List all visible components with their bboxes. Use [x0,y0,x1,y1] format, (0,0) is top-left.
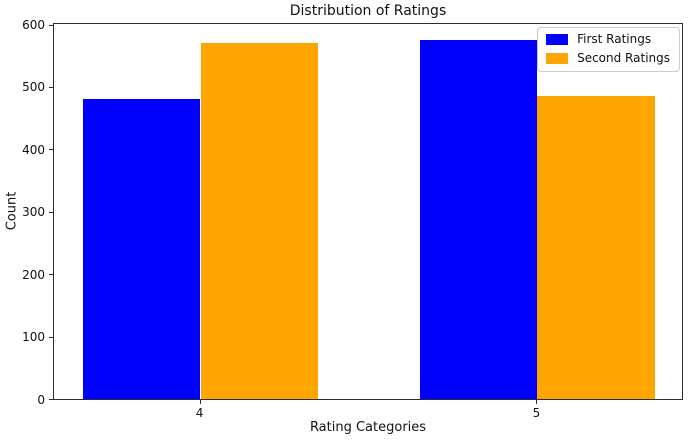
legend-swatch-first-ratings [546,34,569,45]
y-tick-mark-300 [49,211,53,213]
y-tick-label-600: 600 [22,18,45,32]
bar-first-ratings-category-5 [419,40,538,399]
y-tick-label-300: 300 [22,205,45,220]
plot-area: First Ratings Second Ratings [53,23,683,400]
y-tick-label-0: 0 [37,392,45,407]
chart-title: Distribution of Ratings [289,3,447,19]
y-tick-mark-100 [49,336,53,338]
y-tick-mark-400 [49,149,53,151]
x-axis-label: Rating Categories [309,420,427,435]
legend-label-second-ratings: Second Ratings [577,51,670,65]
y-tick-label-400: 400 [22,142,45,157]
legend-label-first-ratings: First Ratings [577,32,652,46]
x-tick-label-5: 5 [532,406,541,420]
x-tick-label-4: 4 [195,406,204,420]
y-tick-mark-600 [49,24,53,26]
y-tick-mark-500 [49,86,53,88]
legend: First Ratings Second Ratings [537,27,680,72]
y-tick-mark-0 [49,399,53,400]
y-tick-label-200: 200 [22,267,45,282]
x-tick-mark-4 [199,400,201,404]
bar-second-ratings-category-5 [537,96,656,399]
y-tick-label-500: 500 [22,80,45,95]
y-tick-mark-200 [49,274,53,276]
legend-item-first-ratings: First Ratings [546,33,670,46]
legend-swatch-second-ratings [546,53,569,64]
y-tick-label-100: 100 [22,330,45,345]
x-tick-mark-5 [536,400,538,404]
bar-second-ratings-category-4 [200,43,319,399]
bar-first-ratings-category-4 [82,99,201,399]
legend-item-second-ratings: Second Ratings [546,52,670,65]
